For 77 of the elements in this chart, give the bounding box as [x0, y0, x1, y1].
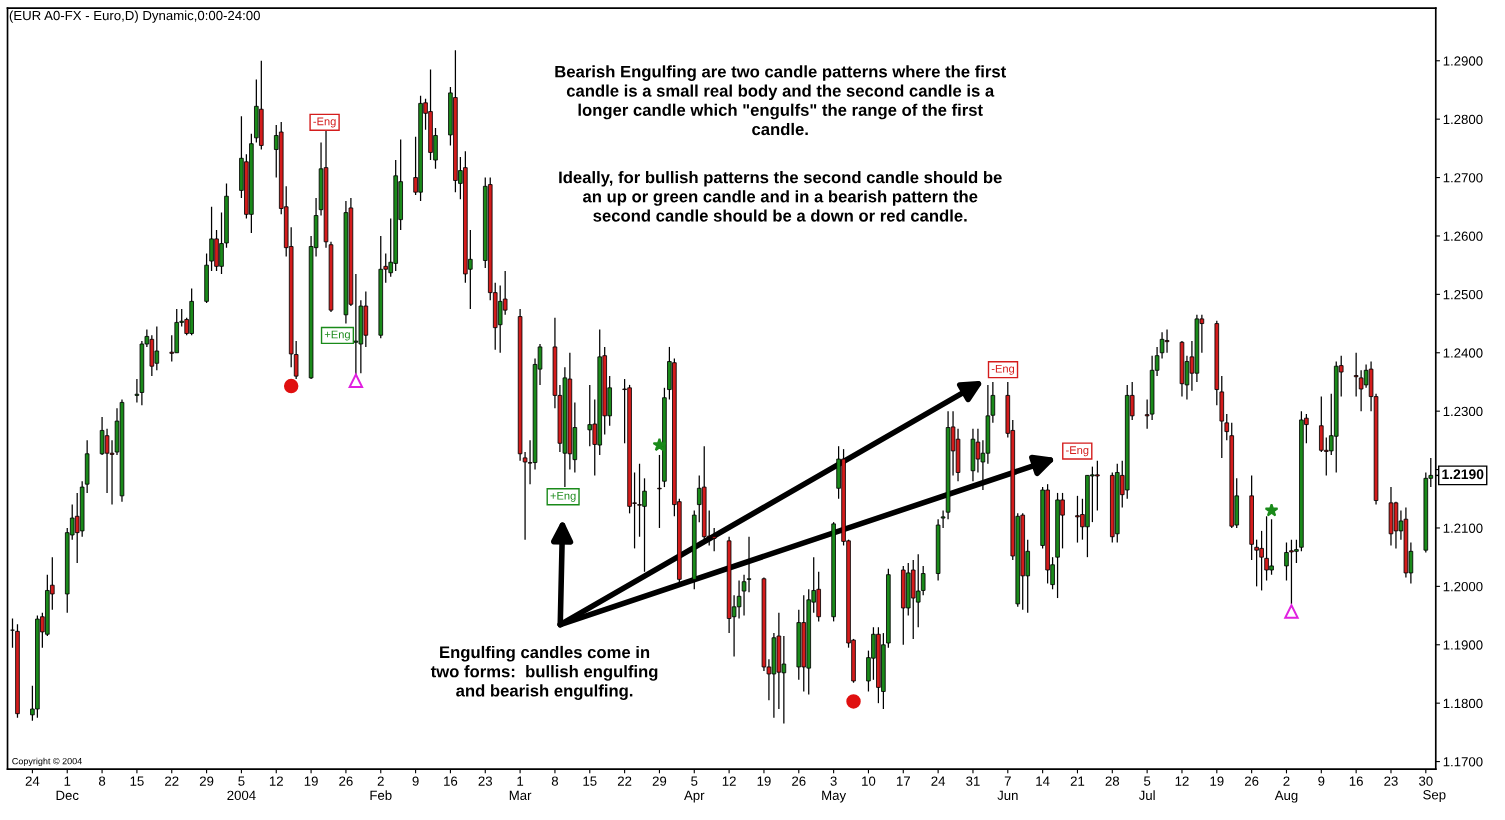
- point: [652, 437, 667, 452]
- x-tick-label: 1 Mar: [509, 776, 532, 801]
- x-tick-label: 12: [722, 776, 736, 786]
- x-tick-label: 16: [444, 776, 458, 786]
- x-tick-label: 26: [792, 776, 806, 786]
- x-tick-label: 26: [1244, 776, 1259, 786]
- y-tick-label: 1.2300: [1443, 406, 1483, 417]
- x-tick-label: 5 2004: [227, 776, 256, 801]
- x-tick-label: 2 Aug: [1274, 776, 1298, 803]
- x-tick-label: 7 Jun: [997, 776, 1018, 801]
- y-tick-label: 1.2700: [1443, 173, 1483, 183]
- x-tick-label: 17: [896, 776, 910, 786]
- point: [348, 373, 364, 389]
- x-tick-label: 8: [98, 776, 106, 786]
- point: [1284, 604, 1299, 619]
- x-tick-label: 19: [757, 776, 771, 786]
- x-tick-label: 1 Dec: [56, 776, 79, 801]
- x-tick-label: 14: [1036, 776, 1050, 786]
- y-tick-label: 1.2500: [1443, 289, 1483, 300]
- x-tick-label: 23: [478, 776, 493, 786]
- point: [283, 378, 299, 394]
- y-tick-label: 1.1700: [1443, 757, 1483, 767]
- y-tick-label: 1.2800: [1443, 114, 1483, 125]
- x-tick-label: 19: [1210, 776, 1224, 786]
- x-tick-label: 16: [1349, 776, 1363, 786]
- candlestick: [736, 579, 742, 620]
- x-tick-label: 3 May: [822, 776, 847, 803]
- x-tick-label: 15: [583, 776, 597, 786]
- point: [846, 694, 861, 709]
- y-tick-label: 1.2900: [1443, 56, 1483, 66]
- x-tick-label: 2 Feb: [370, 776, 392, 801]
- candlestick: [1224, 413, 1230, 441]
- x-tick-label: 9: [1318, 776, 1325, 786]
- candlestick: [587, 384, 593, 447]
- y-tick-label: 1.2600: [1443, 231, 1483, 241]
- x-tick-label: 19: [304, 776, 318, 786]
- x-tick-label: 8: [551, 776, 559, 786]
- x-tick-label: 22: [165, 776, 179, 786]
- y-tick-label: 1.2100: [1443, 523, 1483, 533]
- y-tick-label: 1.1800: [1443, 698, 1483, 709]
- x-tick-label: 28: [1105, 776, 1120, 786]
- point: [1264, 503, 1279, 517]
- annotation: Bearish Engulfing are two candle patterns where the first candle is a small real body and the second candle is a longer candle which "engulfs" the range of the first candle.: [555, 65, 1006, 136]
- ref-line-label: 1.2190: [1442, 469, 1484, 480]
- x-tick-label: 10: [862, 776, 876, 786]
- candlestick: [711, 527, 717, 552]
- x-tick-label: 23: [1384, 776, 1398, 786]
- annotation: Copyright © 2004: [12, 757, 82, 767]
- x-tick-label: 9: [412, 776, 419, 786]
- x-tick-label: 12: [269, 776, 283, 786]
- x-tick-label: 31: [966, 776, 980, 786]
- candlestick: [1164, 328, 1170, 354]
- x-tick-label: 15: [130, 776, 144, 786]
- annotation: +Eng: [550, 491, 576, 502]
- annotation: Ideally, for bullish patterns the second candle should be an up or green candle and in a bearish pattern the second candle should be a down or red candle.: [559, 171, 1002, 222]
- x-tick-label: 24: [25, 776, 40, 786]
- text: Sep: [1423, 790, 1446, 803]
- annotation: -Eng: [1066, 446, 1089, 457]
- annotation: Engulfing candles come in two forms: bullish engulfing and bearish engulfing.: [430, 645, 658, 700]
- y-tick-label: 1.2400: [1443, 348, 1483, 358]
- x-tick-label: 26: [339, 776, 353, 786]
- annotation: -Eng: [991, 364, 1015, 375]
- x-tick-label: 29: [199, 776, 214, 786]
- chart-title: (EUR A0-FX - Euro,D) Dynamic,0:00-24:00: [9, 10, 260, 23]
- annotation: -Eng: [313, 117, 336, 128]
- x-tick-label: 21: [1070, 776, 1085, 786]
- y-tick-label: 1.1900: [1443, 640, 1483, 650]
- annotation: +Eng: [324, 330, 350, 341]
- x-tick-label: 5 Jul: [1138, 776, 1155, 801]
- y-tick-label: 1.2000: [1443, 581, 1483, 592]
- x-tick-label: 5 Apr: [684, 776, 705, 803]
- x-tick-label: 30: [1418, 776, 1433, 786]
- x-tick-label: 22: [617, 776, 632, 786]
- x-tick-label: 24: [931, 776, 946, 786]
- x-tick-label: 12: [1175, 776, 1189, 786]
- candlestick: [746, 536, 752, 593]
- x-tick-label: 29: [652, 776, 667, 786]
